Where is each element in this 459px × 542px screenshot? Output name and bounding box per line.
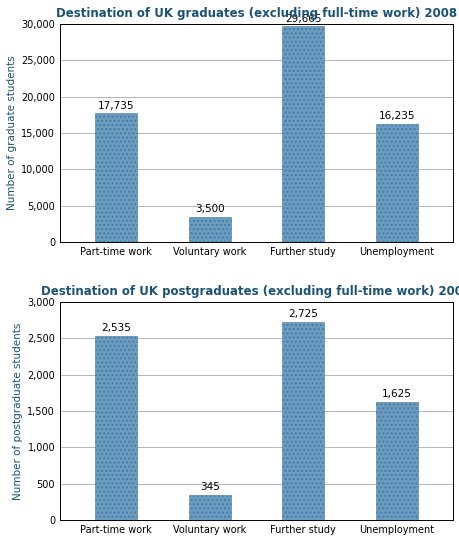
Bar	[375, 402, 417, 520]
Bar	[95, 113, 137, 242]
Text: 16,235: 16,235	[378, 112, 414, 121]
Text: 2,725: 2,725	[288, 309, 318, 319]
Title: Destination of UK graduates (excluding full-time work) 2008: Destination of UK graduates (excluding f…	[56, 7, 456, 20]
Y-axis label: Number of graduate students: Number of graduate students	[7, 56, 17, 210]
Bar	[188, 217, 230, 242]
Title: Destination of UK postgraduates (excluding full-time work) 2008: Destination of UK postgraduates (excludi…	[41, 285, 459, 298]
Bar	[375, 124, 417, 242]
Text: 345: 345	[199, 482, 219, 493]
Bar	[188, 495, 230, 520]
Text: 17,735: 17,735	[98, 101, 134, 111]
Text: 2,535: 2,535	[101, 323, 131, 333]
Y-axis label: Number of postgraduate students: Number of postgraduate students	[13, 322, 23, 500]
Text: 29,665: 29,665	[285, 14, 321, 24]
Bar	[282, 322, 324, 520]
Text: 3,500: 3,500	[195, 204, 224, 214]
Bar	[95, 335, 137, 520]
Bar	[282, 27, 324, 242]
Text: 1,625: 1,625	[381, 389, 411, 399]
